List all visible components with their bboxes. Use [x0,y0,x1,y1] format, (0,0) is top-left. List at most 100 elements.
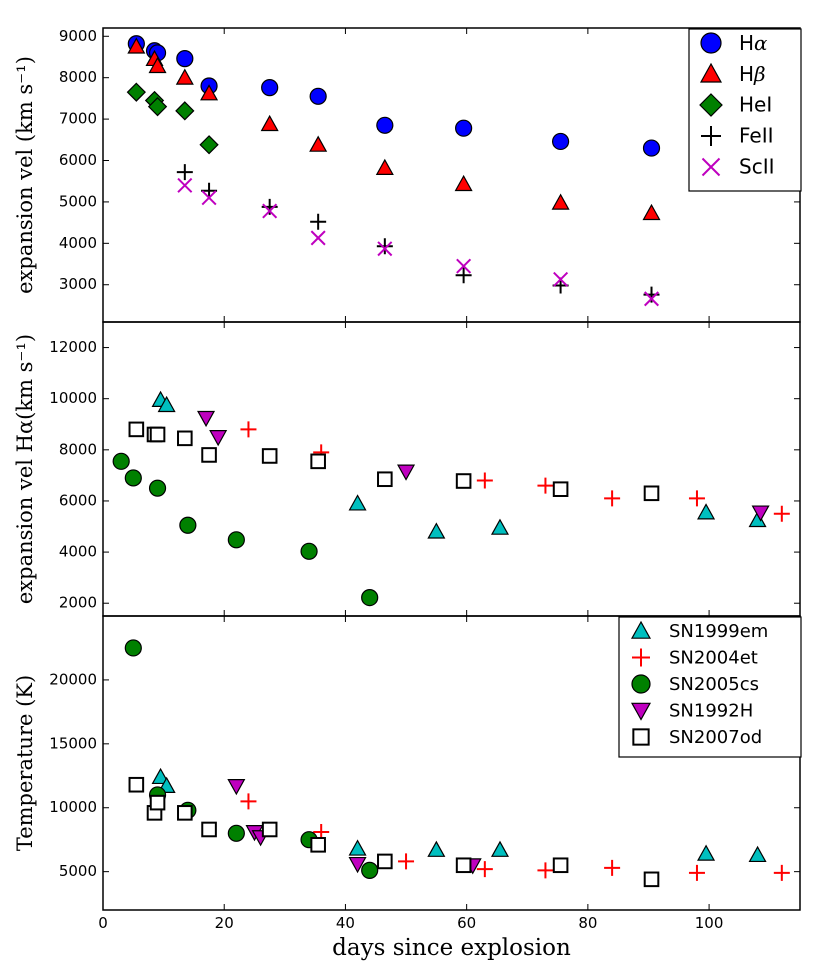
data-point [490,840,510,857]
data-point [773,864,790,881]
data-point [261,198,278,215]
data-point [455,857,472,874]
x-tick-label: 100 [695,914,724,932]
data-point [112,452,130,470]
data-point [127,37,146,54]
y-tick-label: 5000 [59,862,97,880]
y-tick-label: 9000 [59,27,97,45]
legend-marker [699,62,723,83]
legend-marker [699,93,723,117]
data-point [201,190,217,206]
legend-marker [632,728,650,746]
data-point [148,479,167,497]
y-tick-label: 10000 [49,798,97,816]
x-tick-label: 60 [457,914,476,932]
data-point [552,481,569,497]
data-point [201,447,217,463]
data-point [227,824,245,842]
x-tick-label: 20 [215,914,234,932]
data-point [697,844,716,861]
panel-middle: 2000 4000 6000 8000 10000 12000 expansion vel … [13,321,801,617]
data-point [310,453,326,470]
data-point [260,114,279,132]
data-point [377,471,393,488]
series-SN2004et [240,421,790,522]
y-tick-label: 15000 [49,734,97,752]
data-point [476,472,493,489]
data-point [240,793,257,810]
data-point [348,839,367,856]
data-point [128,776,145,793]
data-point [455,267,472,284]
legend-marker [630,702,652,721]
data-point [553,271,569,287]
series-SN2007od [128,421,660,502]
y-tick-label: 12000 [49,338,97,356]
data-point [309,87,327,105]
data-point [644,291,660,307]
data-point [604,490,621,507]
data-point [642,203,661,221]
data-point [177,177,193,193]
data-point [261,79,279,97]
data-point [261,821,278,838]
data-point [376,238,393,255]
y-axis-label: expansion vel (km s⁻¹) [13,56,37,294]
y-axis-label: Temperature (K) [13,675,37,851]
data-point [157,395,176,413]
data-point [179,516,197,534]
data-point [310,837,326,853]
data-point [773,505,790,522]
data-point [175,101,195,121]
data-point [126,82,146,102]
y-tick-label: 7000 [59,110,97,128]
data-point [748,845,767,863]
data-point [454,174,473,192]
series-ScII [177,177,660,307]
y-axis-label: expansion vel Hα(km s⁻¹) [13,334,37,604]
data-point [240,421,257,438]
x-tick-label: 0 [98,914,108,932]
data-point [397,464,416,481]
series-SN1999em [151,390,767,539]
data-point [551,132,570,151]
data-point [643,286,660,303]
data-point [456,258,472,274]
data-point [124,639,142,657]
legend-label: SN1992H [669,701,753,722]
data-point [537,862,554,879]
data-point [490,518,510,535]
legend-label: SN2007od [669,727,762,748]
legend-marker [701,157,721,177]
data-point [643,871,660,888]
legend-label: SN2005cs [669,674,759,695]
legend-label: FeII [739,124,774,148]
series-SN2007od [128,776,660,888]
y-tick-label: 6000 [59,491,97,509]
series-HeI [126,82,219,155]
legend-label: ScII [739,155,775,179]
y-tick-label: 6000 [59,151,97,169]
y-tick-label: 2000 [59,594,97,612]
legend-label: Hα [739,31,768,55]
legend-marker [631,674,651,694]
data-point [361,588,379,607]
data-point [375,158,394,175]
data-point [377,853,393,870]
y-tick-label: 3000 [59,275,97,293]
data-point [697,503,716,520]
series-Hβ [127,37,661,221]
data-point [537,477,554,494]
data-point [377,241,393,257]
series-SN1999em [151,767,767,863]
data-point [476,861,493,878]
data-point [604,859,621,876]
y-tick-label: 4000 [59,234,97,252]
data-point [149,794,166,811]
data-point [398,853,415,870]
data-point [642,139,661,157]
data-point [149,426,166,443]
series-SN2005cs [124,639,379,879]
legend: Hα Hβ HeI FeII ScII [688,28,802,192]
data-point [227,531,245,549]
